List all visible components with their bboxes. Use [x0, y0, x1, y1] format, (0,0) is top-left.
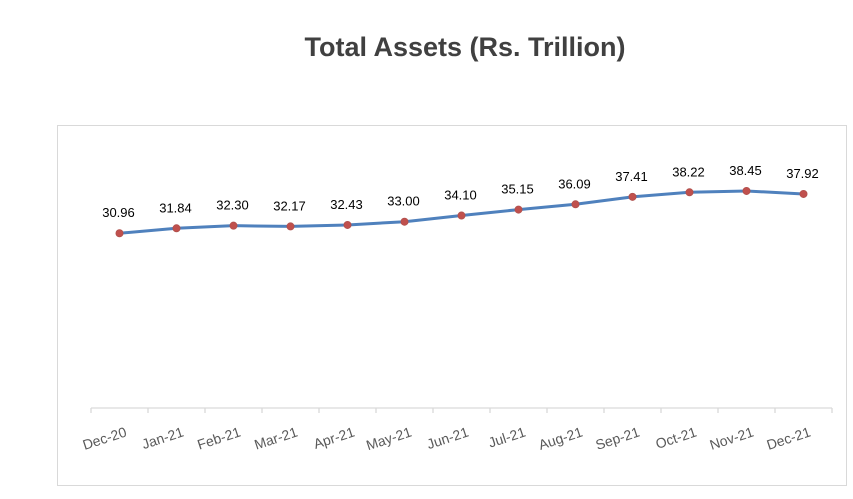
x-tick-label: Aug-21	[537, 424, 585, 453]
data-label: 37.41	[615, 169, 648, 184]
data-label: 36.09	[558, 176, 591, 191]
data-label: 37.92	[786, 166, 819, 181]
x-tick-label: Dec-21	[765, 424, 813, 453]
data-label: 32.17	[273, 198, 306, 213]
data-point	[457, 211, 466, 220]
x-tick-label: Feb-21	[195, 424, 242, 453]
data-point	[343, 220, 352, 229]
data-label: 32.43	[330, 197, 363, 212]
x-tick-label: May-21	[364, 424, 414, 454]
data-label: 33.00	[387, 194, 420, 209]
data-point	[229, 221, 238, 230]
x-tick-label: Nov-21	[708, 424, 756, 453]
plot-area-border	[57, 125, 847, 486]
x-tick-label: Oct-21	[654, 424, 699, 452]
x-tick-label: Jun-21	[425, 424, 471, 453]
data-point	[685, 188, 694, 197]
x-tick-label: Jan-21	[140, 424, 186, 453]
x-tick-label: Sep-21	[594, 424, 642, 453]
data-label: 32.30	[216, 198, 249, 213]
x-tick-label: Mar-21	[252, 424, 299, 453]
data-point	[799, 189, 808, 198]
data-label: 35.15	[501, 182, 534, 197]
data-point	[286, 222, 295, 231]
data-point	[115, 229, 124, 238]
data-label: 34.10	[444, 188, 477, 203]
data-point	[628, 192, 637, 201]
data-point	[742, 186, 751, 195]
chart-title: Total Assets (Rs. Trillion)	[304, 32, 626, 62]
data-label: 38.45	[729, 163, 762, 178]
data-label: 31.84	[159, 200, 192, 215]
data-label: 30.96	[102, 205, 135, 220]
data-label: 38.22	[672, 164, 705, 179]
x-tick-label: Jul-21	[486, 424, 527, 451]
x-tick-label: Dec-20	[81, 424, 129, 453]
data-point	[172, 224, 181, 233]
data-point	[571, 200, 580, 209]
data-point	[514, 205, 523, 214]
data-point	[400, 217, 409, 226]
x-tick-label: Apr-21	[312, 424, 357, 452]
